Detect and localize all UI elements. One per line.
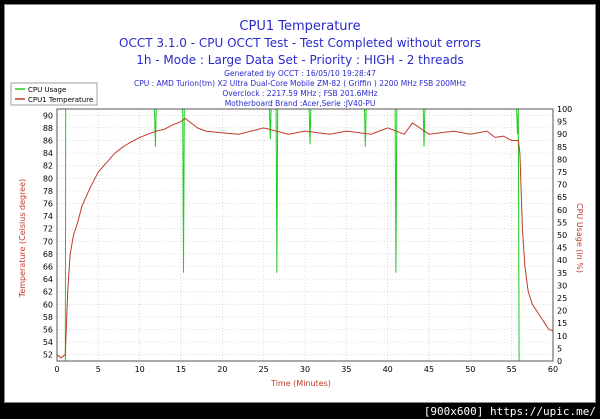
y-tick-label: 58	[43, 313, 53, 322]
y2-tick-label: 45	[557, 244, 567, 253]
y-tick-label: 86	[43, 137, 53, 146]
x-tick-label: 45	[424, 365, 434, 374]
y-tick-label: 90	[43, 111, 53, 120]
y2-axis-label: CPU Usage (in %)	[575, 203, 584, 273]
y2-tick-label: 80	[557, 155, 567, 164]
y2-tick-label: 70	[557, 181, 567, 190]
y2-tick-label: 0	[557, 357, 562, 366]
legend-label-cpu-usage: CPU Usage	[28, 86, 66, 94]
x-tick-label: 20	[217, 365, 227, 374]
y-tick-label: 72	[43, 225, 53, 234]
legend-box	[10, 82, 98, 106]
y2-tick-label: 5	[557, 344, 562, 353]
y-axis-label: Temperature (Celsius degree)	[18, 179, 27, 298]
y2-tick-label: 10	[557, 332, 567, 341]
chart-subtitle-2: 1h - Mode : Large Data Set - Priority : …	[136, 53, 464, 67]
y-tick-label: 70	[43, 237, 53, 246]
y-tick-label: 62	[43, 288, 53, 297]
y-tick-label: 60	[43, 300, 53, 309]
y-axis-ticks: 52 54 56 58 60 62 64 66 68 70 72 74 76 78 80 82 84 86 88 90	[43, 111, 53, 359]
y-tick-label: 56	[43, 326, 53, 335]
y2-tick-label: 90	[557, 130, 567, 139]
info-overclock: Overclock : 2217.59 MHz ; FSB 201.6MHz	[222, 89, 377, 98]
y-tick-label: 84	[43, 149, 53, 158]
x-tick-label: 35	[341, 365, 351, 374]
x-tick-label: 25	[259, 365, 269, 374]
y2-tick-label: 35	[557, 269, 567, 278]
y-tick-label: 74	[43, 212, 53, 221]
y2-axis-ticks: 0 5 10 15 20 25 30 35 40 45 50 55 60 65 70 75 80 85 90 95 10…	[557, 105, 572, 366]
chart-title: CPU1 Temperature	[239, 19, 360, 34]
temperature-chart: CPU1 Temperature OCCT 3.1.0 - CPU OCCT T…	[10, 19, 584, 388]
image-footer: [900x600] https://upic.me/	[423, 405, 596, 418]
x-axis-label: Time (Minutes)	[270, 379, 331, 388]
series-line-temperature	[56, 117, 554, 359]
y-tick-label: 68	[43, 250, 53, 259]
y2-tick-label: 75	[557, 168, 567, 177]
y-tick-label: 54	[43, 338, 53, 347]
x-axis-ticks: 0 5 10 15 20 25 30 35 40 45 50 55 60	[54, 365, 558, 374]
plot-border	[56, 108, 554, 362]
y2-tick-label: 85	[557, 143, 567, 152]
y-tick-label: 66	[43, 263, 53, 272]
y2-tick-label: 30	[557, 281, 567, 290]
info-cpu: CPU : AMD Turion(tm) X2 Ultra Dual-Core …	[134, 79, 466, 88]
y-tick-label: 78	[43, 187, 53, 196]
x-tick-label: 30	[300, 365, 310, 374]
chart-frame: CPU1 Temperature OCCT 3.1.0 - CPU OCCT T…	[4, 4, 596, 403]
y2-tick-label: 50	[557, 231, 567, 240]
y2-tick-label: 55	[557, 218, 567, 227]
legend-label-temperature: CPU1 Temperature	[28, 96, 93, 104]
y2-tick-label: 100	[557, 105, 572, 114]
grid	[56, 109, 554, 361]
x-tick-label: 55	[507, 365, 517, 374]
legend: CPU Usage CPU1 Temperature	[10, 82, 98, 106]
chart-subtitle-1: OCCT 3.1.0 - CPU OCCT Test - Test Comple…	[119, 36, 481, 50]
info-generated: Generated by OCCT : 16/05/10 19:28:47	[224, 69, 376, 78]
y2-tick-label: 65	[557, 193, 567, 202]
x-tick-label: 40	[383, 365, 393, 374]
y2-tick-label: 25	[557, 294, 567, 303]
y-tick-label: 64	[43, 275, 53, 284]
y-tick-label: 82	[43, 162, 53, 171]
x-tick-label: 15	[176, 365, 186, 374]
y-tick-label: 88	[43, 124, 53, 133]
x-tick-label: 60	[548, 365, 558, 374]
y2-tick-label: 95	[557, 118, 567, 127]
y2-tick-label: 20	[557, 307, 567, 316]
y2-tick-label: 15	[557, 319, 567, 328]
y-tick-label: 76	[43, 200, 53, 209]
y-tick-label: 80	[43, 174, 53, 183]
x-tick-label: 5	[96, 365, 101, 374]
x-tick-label: 0	[54, 365, 59, 374]
y2-tick-label: 60	[557, 206, 567, 215]
y-tick-label: 52	[43, 351, 53, 360]
y2-tick-label: 40	[557, 256, 567, 265]
x-tick-label: 50	[465, 365, 475, 374]
x-tick-label: 10	[135, 365, 145, 374]
info-motherboard: Motherboard Brand :Acer,Serie :JV40-PU	[225, 99, 376, 108]
